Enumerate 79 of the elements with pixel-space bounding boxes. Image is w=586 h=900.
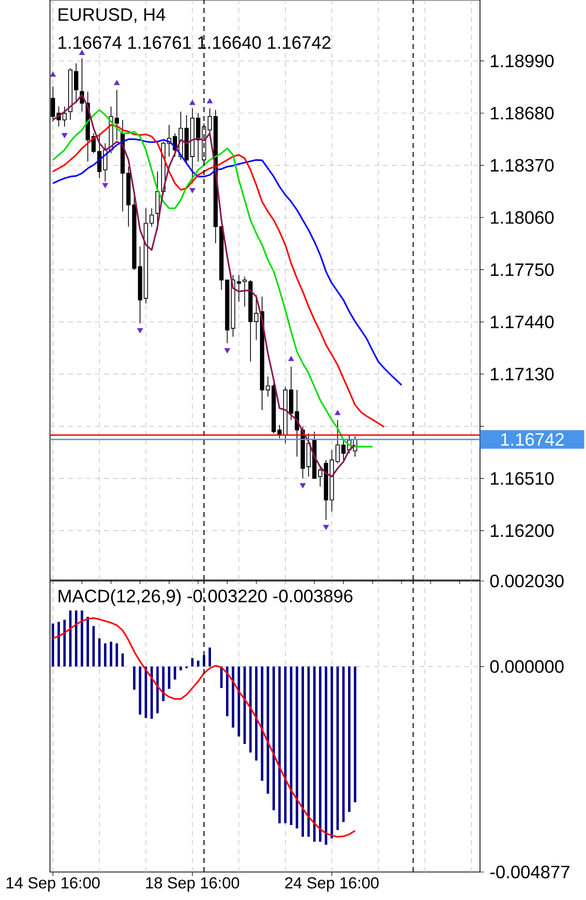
bar: [52, 624, 54, 667]
bar: [232, 666, 234, 728]
ref-line-label: 1.16742: [501, 433, 564, 446]
point: [62, 133, 68, 138]
bar: [243, 666, 246, 744]
bar: [104, 643, 106, 667]
point: [334, 410, 341, 416]
bar: [208, 648, 212, 667]
bar: [180, 666, 182, 670]
point: [50, 72, 56, 77]
bar: [330, 666, 334, 838]
bar: [86, 616, 89, 667]
bar: [348, 666, 350, 812]
bar: [266, 666, 270, 794]
bar: [272, 666, 275, 810]
y-tick-label: 1.16200: [490, 524, 554, 538]
bar: [284, 666, 287, 824]
bar: [162, 666, 165, 702]
bar: [354, 666, 356, 802]
chart-title: MACD(12,26,9) -0.003220 -0.003896: [58, 589, 352, 606]
x-tick-label: 14 Sep 16:00: [6, 877, 100, 892]
bar: [138, 666, 142, 715]
bar: [98, 638, 101, 667]
bar: [74, 610, 78, 667]
bar: [80, 610, 84, 667]
bar: [336, 666, 339, 830]
bar: [307, 666, 310, 837]
point: [206, 98, 213, 104]
bar: [69, 610, 72, 667]
bar: [302, 666, 304, 837]
point: [189, 188, 196, 194]
point: [114, 80, 120, 86]
y-tick-label: -0.004877: [490, 866, 570, 878]
y-tick-label: 0.002030: [490, 574, 564, 588]
point: [189, 100, 196, 105]
point: [102, 183, 108, 188]
y-tick-label: 1.18990: [490, 54, 554, 68]
bar: [133, 666, 136, 690]
point: [288, 356, 294, 362]
text: 1.16674 1.16761 1.16640 1.16742: [58, 36, 330, 49]
bar: [196, 660, 200, 667]
point: [224, 348, 230, 354]
y-tick-label: 1.18680: [490, 106, 554, 120]
x-tick-label: 18 Sep 16:00: [146, 877, 240, 892]
y-tick-label: 1.17440: [490, 316, 554, 328]
y-tick-label: 1.16510: [490, 472, 554, 485]
y-tick-label: 1.18370: [490, 158, 554, 172]
bar: [238, 666, 240, 736]
bar: [260, 666, 264, 781]
bar: [144, 666, 148, 718]
bar: [174, 666, 176, 680]
bar: [168, 666, 170, 689]
line-series: [52, 94, 356, 478]
point: [300, 483, 306, 488]
point: [137, 328, 144, 334]
x-tick-label: 24 Sep 16:00: [285, 877, 379, 892]
y-tick-label: 1.17750: [490, 263, 554, 276]
bar: [191, 658, 194, 667]
bar: [226, 666, 228, 716]
bar: [342, 666, 345, 822]
point: [323, 524, 329, 530]
bar: [150, 666, 153, 719]
bar: [296, 666, 298, 828]
y-tick-label: 0.000000: [490, 660, 564, 673]
chart-title: EURUSD, H4: [58, 8, 166, 24]
bar: [92, 626, 95, 667]
line-series: [52, 617, 356, 838]
bar: [57, 622, 60, 667]
bar: [290, 666, 292, 825]
point: [78, 50, 85, 55]
bar: [255, 666, 258, 760]
bar: [116, 643, 118, 667]
bar: [318, 666, 322, 842]
line-series: [52, 138, 402, 386]
y-tick-label: 1.18060: [490, 211, 554, 224]
y-tick-label: 1.17130: [490, 368, 554, 380]
bar: [313, 666, 316, 842]
bar: [220, 666, 223, 688]
bar: [121, 653, 124, 667]
